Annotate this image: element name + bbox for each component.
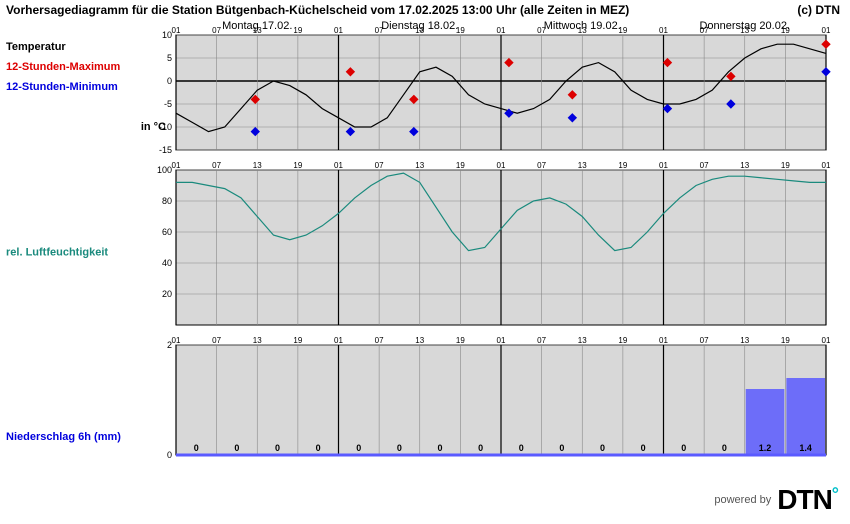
svg-text:01: 01 <box>172 161 181 170</box>
svg-text:07: 07 <box>537 336 546 345</box>
svg-text:13: 13 <box>578 161 587 170</box>
svg-text:0: 0 <box>194 443 199 453</box>
svg-text:07: 07 <box>212 161 221 170</box>
svg-text:1.2: 1.2 <box>759 443 772 453</box>
svg-text:19: 19 <box>456 336 465 345</box>
svg-text:13: 13 <box>253 26 262 35</box>
svg-text:0: 0 <box>722 443 727 453</box>
powered-by-label: powered by <box>714 494 771 506</box>
svg-text:01: 01 <box>497 336 506 345</box>
svg-text:07: 07 <box>375 26 384 35</box>
svg-text:13: 13 <box>253 336 262 345</box>
svg-text:0: 0 <box>600 443 605 453</box>
svg-text:rel. Luftfeuchtigkeit: rel. Luftfeuchtigkeit <box>6 246 108 258</box>
svg-text:0: 0 <box>641 443 646 453</box>
dtn-logo: DTN° <box>777 484 838 516</box>
svg-text:19: 19 <box>618 161 627 170</box>
svg-text:12-Stunden-Minimum: 12-Stunden-Minimum <box>6 81 118 93</box>
svg-text:01: 01 <box>334 161 343 170</box>
svg-text:01: 01 <box>172 26 181 35</box>
svg-text:0: 0 <box>275 443 280 453</box>
svg-text:19: 19 <box>456 161 465 170</box>
svg-text:01: 01 <box>659 26 668 35</box>
svg-text:13: 13 <box>740 336 749 345</box>
svg-text:01: 01 <box>659 336 668 345</box>
svg-text:0: 0 <box>519 443 524 453</box>
svg-text:13: 13 <box>253 161 262 170</box>
svg-text:0: 0 <box>397 443 402 453</box>
svg-text:19: 19 <box>293 336 302 345</box>
svg-text:07: 07 <box>375 161 384 170</box>
svg-text:19: 19 <box>781 336 790 345</box>
svg-text:01: 01 <box>172 336 181 345</box>
svg-text:01: 01 <box>659 161 668 170</box>
svg-text:07: 07 <box>537 26 546 35</box>
svg-text:0: 0 <box>478 443 483 453</box>
svg-text:13: 13 <box>578 336 587 345</box>
svg-text:5: 5 <box>167 53 172 63</box>
svg-text:07: 07 <box>375 336 384 345</box>
svg-text:19: 19 <box>618 336 627 345</box>
svg-text:1.4: 1.4 <box>799 443 812 453</box>
svg-text:Temperatur: Temperatur <box>6 41 66 53</box>
svg-text:01: 01 <box>334 336 343 345</box>
svg-text:0: 0 <box>681 443 686 453</box>
svg-text:01: 01 <box>822 161 831 170</box>
svg-text:01: 01 <box>822 336 831 345</box>
svg-text:0: 0 <box>559 443 564 453</box>
svg-text:0: 0 <box>356 443 361 453</box>
svg-text:80: 80 <box>162 196 172 206</box>
svg-text:Niederschlag 6h (mm): Niederschlag 6h (mm) <box>6 431 121 443</box>
svg-text:07: 07 <box>212 26 221 35</box>
svg-text:19: 19 <box>781 161 790 170</box>
svg-text:0: 0 <box>167 450 172 460</box>
svg-text:19: 19 <box>456 26 465 35</box>
svg-text:0: 0 <box>316 443 321 453</box>
svg-text:40: 40 <box>162 258 172 268</box>
svg-text:12-Stunden-Maximum: 12-Stunden-Maximum <box>6 61 121 73</box>
svg-text:19: 19 <box>618 26 627 35</box>
svg-text:07: 07 <box>700 336 709 345</box>
svg-text:13: 13 <box>415 336 424 345</box>
svg-text:in °C: in °C <box>141 121 166 133</box>
svg-text:13: 13 <box>578 26 587 35</box>
svg-text:-15: -15 <box>159 145 172 155</box>
svg-text:13: 13 <box>740 161 749 170</box>
svg-text:60: 60 <box>162 227 172 237</box>
svg-text:13: 13 <box>415 161 424 170</box>
svg-text:07: 07 <box>537 161 546 170</box>
svg-text:19: 19 <box>293 26 302 35</box>
svg-text:07: 07 <box>700 26 709 35</box>
svg-text:0: 0 <box>167 76 172 86</box>
footer: powered by DTN° <box>714 484 838 516</box>
svg-text:10: 10 <box>162 30 172 40</box>
svg-text:-5: -5 <box>164 99 172 109</box>
svg-text:07: 07 <box>212 336 221 345</box>
svg-text:13: 13 <box>740 26 749 35</box>
svg-text:01: 01 <box>497 161 506 170</box>
svg-text:0: 0 <box>234 443 239 453</box>
svg-text:19: 19 <box>293 161 302 170</box>
svg-text:19: 19 <box>781 26 790 35</box>
svg-text:07: 07 <box>700 161 709 170</box>
svg-text:20: 20 <box>162 289 172 299</box>
svg-text:0: 0 <box>438 443 443 453</box>
svg-text:01: 01 <box>822 26 831 35</box>
svg-text:13: 13 <box>415 26 424 35</box>
forecast-container: Vorhersagediagramm für die Station Bütge… <box>0 0 850 524</box>
svg-text:01: 01 <box>334 26 343 35</box>
svg-text:100: 100 <box>157 165 172 175</box>
svg-text:01: 01 <box>497 26 506 35</box>
